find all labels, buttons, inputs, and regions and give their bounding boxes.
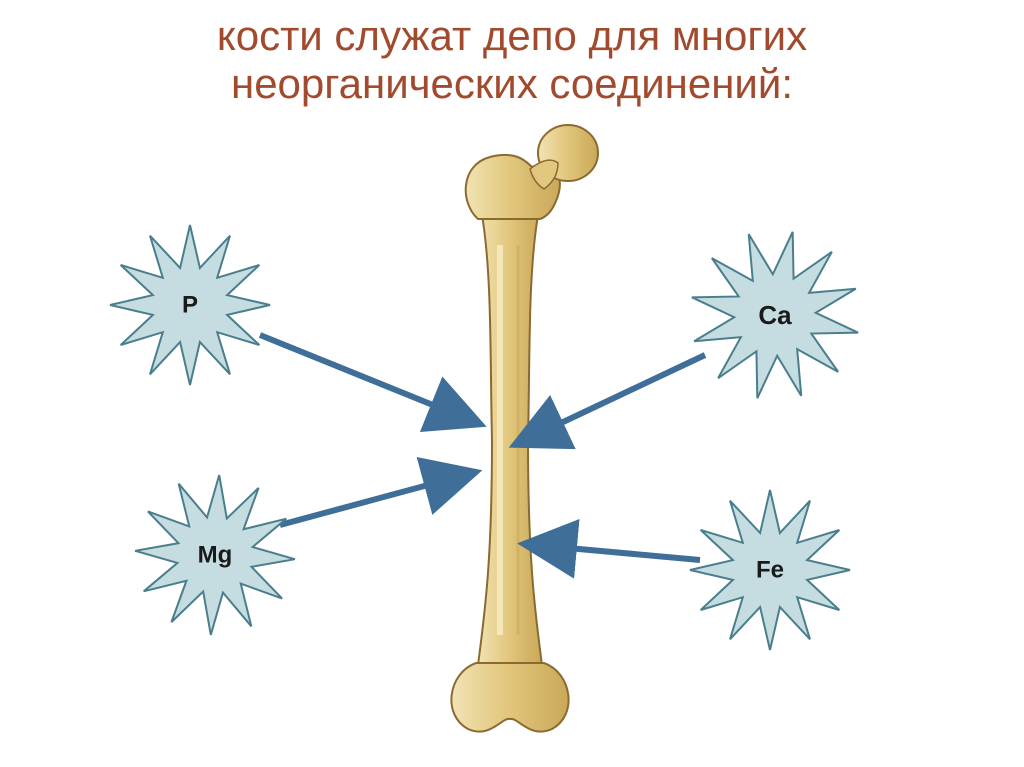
arrow-P	[260, 335, 470, 420]
starburst-Mg: Mg	[131, 471, 299, 639]
bone-illustration	[451, 125, 598, 732]
arrow-Fe	[535, 545, 700, 560]
starburst-P: P	[110, 225, 270, 385]
arrows-group	[260, 335, 705, 560]
starburst-label-Ca: Ca	[758, 300, 792, 330]
diagram-canvas: P Ca Mg Fe	[0, 0, 1024, 767]
starburst-Ca: Ca	[674, 214, 876, 416]
arrow-Mg	[280, 475, 465, 525]
starburst-label-Fe: Fe	[756, 557, 784, 584]
starburst-label-P: P	[182, 292, 198, 319]
arrow-Ca	[525, 355, 705, 440]
starburst-label-Mg: Mg	[198, 542, 233, 569]
starburst-Fe: Fe	[690, 490, 850, 650]
